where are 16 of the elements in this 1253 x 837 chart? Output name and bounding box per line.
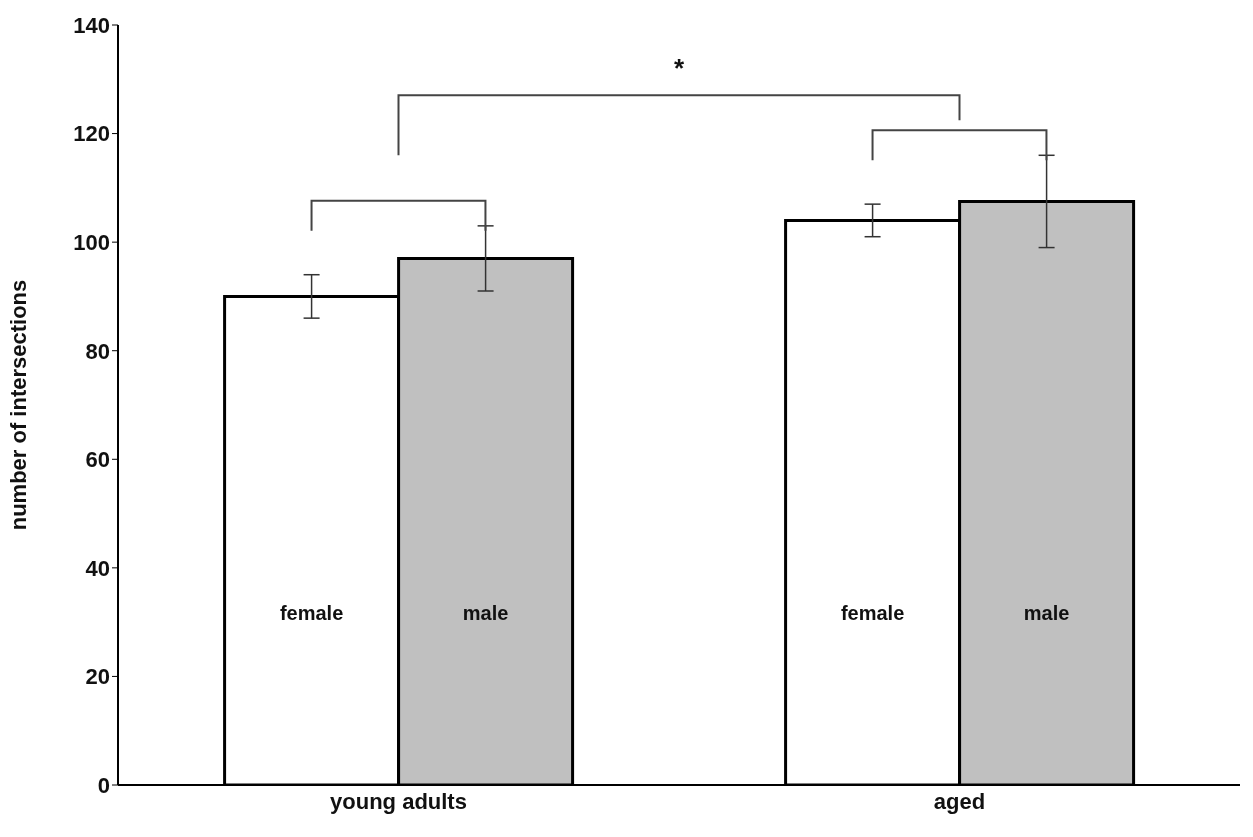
- series-label: female: [840, 602, 905, 624]
- x-tick-label: aged: [933, 788, 986, 814]
- text: male: [462, 602, 509, 624]
- y-axis-title: number of intersections: [5, 279, 31, 531]
- text: female: [279, 602, 344, 624]
- y-tick-label: 120: [73, 121, 110, 147]
- y-tick-label: 40: [85, 555, 110, 581]
- annotation: *: [673, 53, 685, 84]
- y-tick-label: 80: [85, 338, 110, 364]
- y-tick-label: 20: [85, 664, 110, 690]
- y-tick-label: 0: [97, 772, 110, 798]
- y-tick-label: 60: [85, 447, 110, 473]
- series-label: male: [1023, 602, 1070, 624]
- y-tick-label: 100: [73, 229, 110, 255]
- y-tick-label: 140: [73, 12, 110, 38]
- x-tick-label: young adults: [330, 788, 467, 814]
